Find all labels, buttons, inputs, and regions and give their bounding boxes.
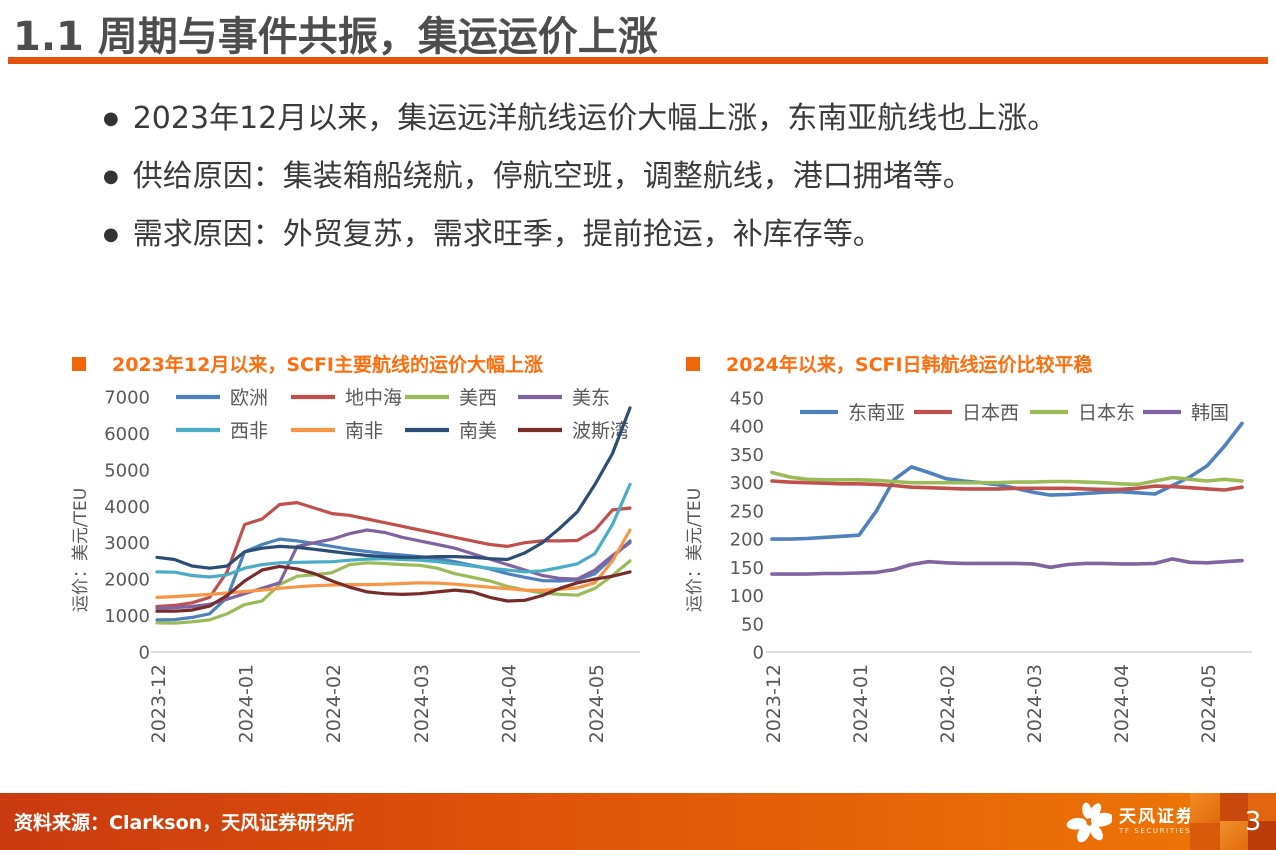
right-chart: 2024年以来，SCFI日韩航线运价比较平稳 0 50 100 150 200 250 30… <box>676 346 1272 770</box>
y-tick-label: 50 <box>741 614 764 635</box>
series-line <box>155 500 632 609</box>
legend-label: 日本东 <box>1078 402 1135 424</box>
footer-mosaic <box>1190 793 1276 850</box>
y-tick-label: 3000 <box>104 533 150 554</box>
y-tick-label: 0 <box>139 643 150 664</box>
y-tick-label: 1000 <box>104 606 150 627</box>
logo-text: 天风证券 TF SECURITIES <box>1119 807 1195 836</box>
bullet-text: 供给原因：集装箱船绕航，停航空班，调整航线，港口拥堵等。 <box>132 159 973 194</box>
logo-en: TF SECURITIES <box>1119 827 1192 835</box>
x-tick-label: 2024-03 <box>1024 664 1046 743</box>
y-tick-label: 250 <box>730 501 764 522</box>
bullet-item: ● 2023年12月以来，集运远洋航线运价大幅上涨，东南亚航线也上涨。 <box>103 100 1057 138</box>
chart-canvas: 0 50 100 150 200 250 300 350 400 450 运价：美元/TEU 2023… <box>685 389 1252 743</box>
bullet-dot-icon: ● <box>103 224 119 245</box>
footer-bar: 资料来源：Clarkson，天风证券研究所 天风证券 TF SECURITIES <box>0 793 1276 850</box>
chart-title: 2024年以来，SCFI日韩航线运价比较平稳 <box>726 354 1093 376</box>
tf-logo: 天风证券 TF SECURITIES <box>1066 793 1195 850</box>
series-line <box>770 470 1244 487</box>
legend-label: 美东 <box>572 387 610 409</box>
x-tick-label: 2024-04 <box>498 664 520 743</box>
y-tick-label: 100 <box>730 586 764 607</box>
bullet-text: 2023年12月以来，集运远洋航线运价大幅上涨，东南亚航线也上涨。 <box>132 101 1058 136</box>
series-line <box>770 557 1244 576</box>
y-tick-label: 350 <box>730 445 764 466</box>
x-tick-label: 2024-01 <box>236 664 258 743</box>
bullet-list: ● 2023年12月以来，集运远洋航线运价大幅上涨，东南亚航线也上涨。 ● 供给… <box>103 100 1057 274</box>
bullet-dot-icon: ● <box>103 108 119 129</box>
series-line <box>155 559 632 625</box>
chart-title: 2023年12月以来，SCFI主要航线的运价大幅上涨 <box>112 354 543 376</box>
y-axis-title: 运价：美元/TEU <box>685 488 705 612</box>
left-chart: 2023年12月以来，SCFI主要航线的运价大幅上涨 0 1000 2000 3000… <box>62 346 666 770</box>
bullet-text: 需求原因：外贸复苏，需求旺季，提前抢运，补库存等。 <box>132 217 883 252</box>
chart-canvas: 0 1000 2000 3000 4000 5000 6000 7000 运价：美元/TEU 20… <box>71 387 640 743</box>
y-tick-label: 0 <box>753 643 764 664</box>
bullet-item: ● 需求原因：外贸复苏，需求旺季，提前抢运，补库存等。 <box>103 216 1057 254</box>
chart-title-square-icon <box>686 356 700 371</box>
x-tick-label: 2024-01 <box>850 664 872 743</box>
chart-title-square-icon <box>72 356 86 371</box>
y-tick-label: 150 <box>730 558 764 579</box>
x-tick-label: 2024-05 <box>586 664 608 743</box>
chart-title-row: 2024年以来，SCFI日韩航线运价比较平稳 <box>686 350 1093 377</box>
legend-label: 地中海 <box>345 387 402 409</box>
y-tick-label: 200 <box>730 530 764 551</box>
x-tick-label: 2023-12 <box>148 664 170 743</box>
bullet-item: ● 供给原因：集装箱船绕航，停航空班，调整航线，港口拥堵等。 <box>103 158 1057 196</box>
legend-label: 日本西 <box>962 402 1019 424</box>
y-tick-label: 450 <box>730 389 764 410</box>
series-line <box>155 528 632 610</box>
bullet-dot-icon: ● <box>103 166 119 187</box>
x-tick-label: 2024-02 <box>323 664 345 743</box>
x-tick-label: 2024-05 <box>1198 664 1220 743</box>
y-tick-label: 5000 <box>104 460 150 481</box>
logo-flower-icon <box>1066 802 1112 842</box>
legend-label: 韩国 <box>1191 402 1229 424</box>
series-line <box>155 528 632 599</box>
y-tick-label: 2000 <box>104 570 150 591</box>
x-tick-label: 2024-03 <box>411 664 433 743</box>
series-line <box>770 421 1244 541</box>
series-line <box>155 406 632 570</box>
title-underline <box>8 57 1268 64</box>
legend-label: 东南亚 <box>848 402 905 424</box>
page-number: 3 <box>1244 806 1262 837</box>
y-tick-label: 6000 <box>104 424 150 445</box>
chart-title-row: 2023年12月以来，SCFI主要航线的运价大幅上涨 <box>72 350 543 377</box>
legend-label: 美西 <box>459 387 497 409</box>
y-axis-title: 运价：美元/TEU <box>71 488 91 612</box>
y-tick-label: 4000 <box>104 497 150 518</box>
series-line <box>155 537 632 622</box>
series-line <box>155 564 632 613</box>
legend-label: 南美 <box>459 420 497 442</box>
legend-label: 欧洲 <box>230 387 268 409</box>
x-tick-label: 2024-04 <box>1111 664 1133 743</box>
page-title: 1.1 周期与事件共振，集运运价上涨 <box>13 14 658 60</box>
x-tick-label: 2024-02 <box>937 664 959 743</box>
logo-cn: 天风证券 <box>1119 807 1195 827</box>
y-tick-label: 7000 <box>104 388 150 409</box>
y-tick-label: 300 <box>730 473 764 494</box>
series-line <box>770 479 1244 492</box>
x-tick-label: 2023-12 <box>763 664 785 743</box>
source-text: 资料来源：Clarkson，天风证券研究所 <box>14 812 355 834</box>
legend-label: 波斯湾 <box>572 420 629 442</box>
legend-label: 西非 <box>230 420 268 442</box>
series-line <box>155 482 632 579</box>
legend-label: 南非 <box>345 420 383 442</box>
y-tick-label: 400 <box>730 417 764 438</box>
